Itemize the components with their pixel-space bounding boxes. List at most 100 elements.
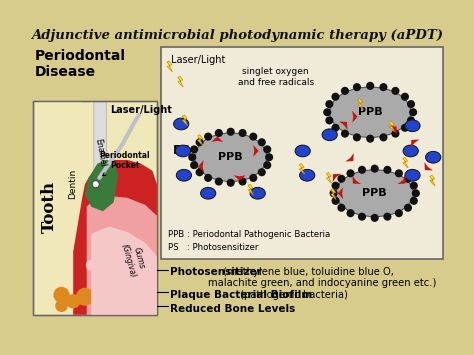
Circle shape: [227, 128, 235, 136]
Polygon shape: [353, 176, 361, 184]
Text: PPB: PPB: [219, 152, 243, 162]
Ellipse shape: [300, 169, 315, 181]
Circle shape: [55, 299, 68, 312]
Circle shape: [66, 294, 81, 308]
Ellipse shape: [403, 145, 418, 157]
Circle shape: [86, 260, 97, 271]
Circle shape: [392, 130, 400, 138]
Circle shape: [346, 209, 355, 217]
Text: PPB : Periodontal Pathogenic Bacteria: PPB : Periodontal Pathogenic Bacteria: [168, 230, 330, 239]
Text: Laser/Light: Laser/Light: [171, 55, 226, 65]
Polygon shape: [211, 137, 223, 142]
Text: Adjunctive antimicrobial photodynamic therapy (aPDT): Adjunctive antimicrobial photodynamic th…: [31, 29, 443, 43]
Circle shape: [188, 153, 196, 161]
Polygon shape: [326, 173, 332, 183]
Circle shape: [118, 260, 129, 271]
Circle shape: [227, 179, 235, 187]
Polygon shape: [338, 187, 343, 199]
Circle shape: [371, 165, 379, 173]
Text: PPB: PPB: [363, 188, 387, 198]
Ellipse shape: [201, 187, 216, 199]
Polygon shape: [198, 160, 204, 172]
Ellipse shape: [330, 87, 410, 137]
Circle shape: [329, 189, 337, 197]
Ellipse shape: [175, 145, 191, 157]
Polygon shape: [403, 157, 408, 168]
Circle shape: [196, 138, 204, 146]
Text: Gums
(Gingiva): Gums (Gingiva): [119, 240, 147, 278]
Circle shape: [395, 169, 403, 178]
Polygon shape: [234, 175, 246, 181]
Circle shape: [346, 169, 355, 178]
Circle shape: [204, 174, 212, 182]
Polygon shape: [91, 226, 157, 315]
Text: (pathogenic bacteria): (pathogenic bacteria): [237, 290, 348, 300]
Circle shape: [401, 124, 409, 132]
Polygon shape: [248, 184, 254, 195]
Polygon shape: [333, 174, 341, 182]
Circle shape: [341, 130, 349, 138]
Text: Dentin: Dentin: [68, 169, 77, 200]
Polygon shape: [178, 76, 183, 87]
Polygon shape: [331, 189, 336, 200]
Circle shape: [196, 168, 204, 176]
Ellipse shape: [250, 187, 265, 199]
Circle shape: [383, 213, 392, 221]
Circle shape: [323, 108, 331, 116]
Circle shape: [383, 166, 392, 174]
Circle shape: [379, 133, 388, 141]
Polygon shape: [352, 111, 357, 123]
Polygon shape: [182, 115, 188, 126]
Circle shape: [215, 129, 223, 137]
Ellipse shape: [173, 118, 189, 130]
Polygon shape: [198, 135, 203, 146]
Circle shape: [407, 100, 415, 108]
Polygon shape: [398, 176, 406, 184]
Circle shape: [337, 175, 346, 183]
Polygon shape: [253, 145, 259, 157]
Text: PS   : Photosensitizer: PS : Photosensitizer: [168, 243, 258, 252]
Circle shape: [331, 197, 340, 205]
Ellipse shape: [295, 145, 310, 157]
Circle shape: [341, 87, 349, 95]
Circle shape: [366, 135, 374, 143]
Circle shape: [265, 153, 273, 161]
Circle shape: [353, 133, 361, 141]
Polygon shape: [35, 102, 82, 313]
Circle shape: [140, 260, 151, 271]
Circle shape: [325, 100, 333, 108]
Circle shape: [54, 287, 70, 303]
Circle shape: [258, 138, 266, 146]
Circle shape: [238, 129, 246, 137]
Text: (methylene blue, toluidine blue O,: (methylene blue, toluidine blue O,: [220, 267, 394, 277]
Polygon shape: [73, 160, 157, 315]
Circle shape: [238, 178, 246, 186]
Polygon shape: [167, 61, 173, 72]
Circle shape: [325, 116, 333, 125]
Text: Photosensitizer: Photosensitizer: [170, 267, 261, 277]
Circle shape: [337, 204, 346, 212]
Text: malachite green, and indocyanine green etc.): malachite green, and indocyanine green e…: [208, 278, 437, 288]
Circle shape: [108, 260, 118, 271]
Circle shape: [76, 288, 94, 306]
Circle shape: [249, 132, 257, 141]
Circle shape: [353, 83, 361, 91]
Ellipse shape: [195, 133, 267, 181]
Polygon shape: [411, 140, 419, 148]
Circle shape: [379, 83, 388, 91]
Ellipse shape: [336, 170, 413, 217]
Circle shape: [129, 260, 140, 271]
Circle shape: [97, 260, 108, 271]
Polygon shape: [85, 160, 118, 211]
Circle shape: [258, 168, 266, 176]
Circle shape: [92, 181, 100, 188]
Circle shape: [190, 145, 198, 153]
Text: Periodontal
Pocket: Periodontal Pocket: [99, 151, 150, 176]
Circle shape: [371, 214, 379, 222]
Polygon shape: [389, 126, 397, 135]
Circle shape: [331, 93, 339, 101]
FancyBboxPatch shape: [33, 100, 157, 315]
Ellipse shape: [426, 151, 441, 163]
Circle shape: [215, 178, 223, 186]
Circle shape: [410, 197, 418, 205]
